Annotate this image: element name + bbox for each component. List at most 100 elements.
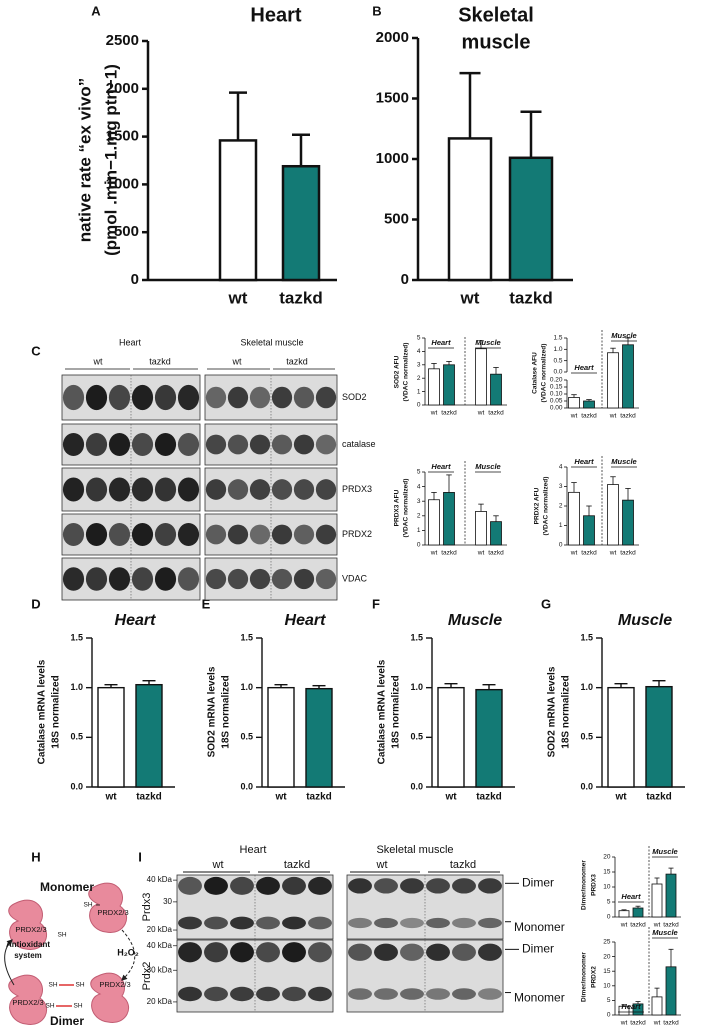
blot-band [204,942,228,963]
x-tick-label: wt [444,792,457,803]
blot-band [315,479,337,500]
group-label: Heart [574,457,594,466]
y-axis-label: PRDX3 [591,874,598,896]
dimer-label: Dimer [50,1014,84,1028]
y-tick-label: 1 [417,527,421,534]
blot-band [154,523,177,546]
y-tick-label: 0 [417,542,421,549]
row-label: catalase [342,439,376,449]
row-label: Prdx2 [141,962,153,991]
y-axis-label: 18S normalized [391,675,402,748]
y-axis-label: PRDX3 AFU [394,489,401,526]
blot-panel [346,874,504,940]
group-label: tazkd [450,859,476,871]
y-tick-label: 5 [607,997,611,1004]
bar [607,352,619,409]
blot-band [62,384,85,411]
blot-band [400,943,424,961]
blot-band [315,524,337,545]
blot-band [400,917,424,929]
bar [447,137,493,282]
y-tick-label: 5 [417,335,421,342]
x-tick-label: tazkd [509,288,552,307]
blot-band [374,878,398,894]
group-label: tazkd [284,859,310,871]
chart-title: muscle [462,31,531,53]
blot-header: Heart [240,844,267,856]
group-label: tazkd [149,356,171,366]
group-label: wt [212,859,224,871]
y-tick-label: 2 [417,513,421,520]
blot-band [452,988,476,1000]
y-tick-label: 4 [417,483,421,490]
bar [281,164,321,282]
x-tick-label: tazkd [620,550,636,557]
blot-band [293,386,315,409]
group-label: Muscle [652,847,677,856]
bar [645,685,673,788]
group-label: Heart [621,892,641,901]
x-tick-label: wt [620,1020,628,1027]
band-label: Dimer [522,942,554,956]
blot-band [205,386,227,409]
reduction-arrow [4,939,15,986]
blot-band [178,986,202,1002]
marker-label: 20 kDa [147,997,173,1006]
bar [437,686,465,788]
y-tick-label: 2 [417,375,421,382]
blot-band [348,917,372,929]
band-label: Dimer [522,875,554,889]
protein-label: PRDX2/3 [15,925,46,934]
x-tick-label: wt [653,922,661,929]
y-axis-label: PRDX2 AFU [534,487,541,524]
bar [568,491,580,546]
oxidation-arrow [121,929,136,981]
blot-band [230,942,254,963]
x-tick-label: wt [430,550,438,557]
group-label: Heart [621,1002,641,1011]
protein-shape [8,899,47,950]
y-axis-label: 18S normalized [51,675,62,748]
blot-band [249,434,271,455]
blot-band [108,567,131,591]
blot-band [154,433,177,456]
bar [632,907,644,918]
blot-band [177,523,200,546]
bar [218,139,258,282]
y-tick-label: 1.0 [580,682,593,692]
y-tick-label: 10 [603,983,611,990]
bar [428,368,440,406]
blot-band [271,479,293,500]
y-tick-label: 1 [417,388,421,395]
group-label: Muscle [475,462,500,471]
monomer-label: Monomer [40,880,94,894]
y-tick-label: 0.5 [410,732,423,742]
blot-band [177,384,200,411]
blot-band [62,433,85,456]
y-tick-label: 1.5 [410,632,423,642]
x-tick-label: tazkd [646,792,672,803]
chart-title: Muscle [448,612,502,629]
x-tick-label: tazkd [136,792,162,803]
blot-band [308,916,332,930]
y-tick-label: 0 [607,1012,611,1019]
blot-band [374,988,398,1000]
blot-band [452,878,476,894]
blot-band [271,434,293,455]
y-tick-label: 25 [603,939,611,946]
blot-band [62,523,85,546]
blot-band [230,916,254,930]
panel-letter: D [31,596,40,611]
blot-band [205,524,227,545]
y-axis-label: (VDAC normalized) [543,477,550,536]
protein-label: PRDX2/3 [99,980,130,989]
panel-letter: C [31,343,41,358]
y-axis-label: (pmol .min−1.mg ptn−1) [101,64,120,256]
y-tick-label: 4 [559,464,563,471]
bar [428,499,440,546]
x-tick-label: wt [477,550,485,557]
blot-band [256,916,280,930]
y-tick-label: 0.20 [550,377,563,384]
blot-band [308,876,332,895]
